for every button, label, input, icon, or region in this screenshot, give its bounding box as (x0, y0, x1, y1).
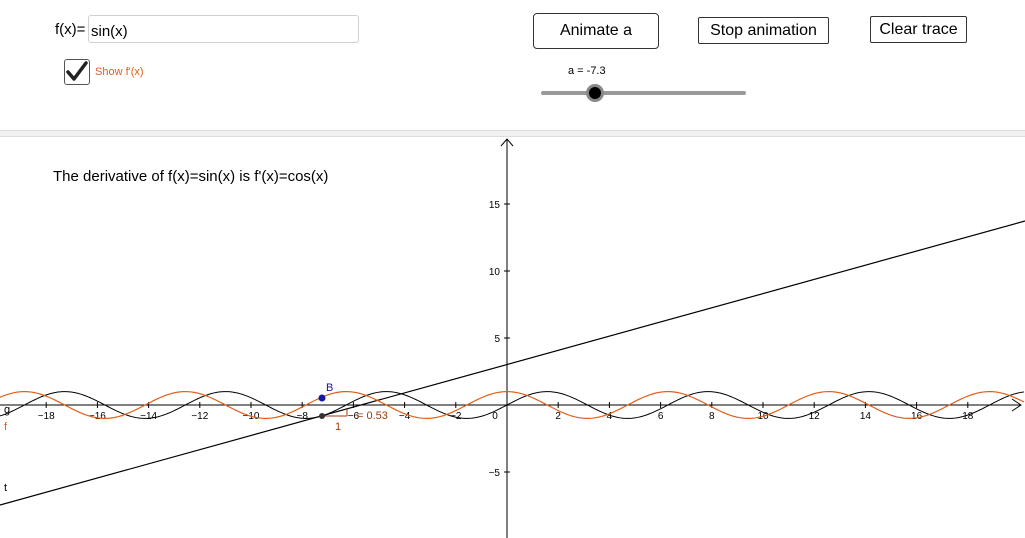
slider-a-track[interactable] (541, 91, 746, 95)
curve-label-f: f (4, 421, 8, 433)
y-axis-ticks: 15 10 5 −5 (489, 200, 510, 479)
clear-trace-button[interactable]: Clear trace (870, 16, 967, 43)
graph-caption: The derivative of f(x)=sin(x) is f'(x)=c… (53, 168, 328, 185)
x-tick-label: 16 (911, 411, 923, 422)
slope-value-label: = 0.53 (357, 410, 388, 422)
function-input-label: f(x)= (55, 21, 86, 38)
x-axis (0, 398, 1022, 412)
derivative-g-curve (0, 390, 1025, 420)
y-tick-label: 15 (489, 200, 501, 211)
point-b[interactable] (318, 394, 326, 402)
panel-divider (0, 130, 1025, 137)
y-tick-label: 5 (494, 334, 500, 345)
point-b-label: B (326, 382, 333, 394)
slope-run-label: 1 (335, 421, 341, 433)
x-tick-label: −12 (191, 411, 208, 422)
tangent-line (0, 220, 1025, 506)
x-tick-label: 2 (555, 411, 561, 422)
show-derivative-label[interactable]: Show f'(x) (95, 66, 144, 78)
x-tick-label: 14 (860, 411, 872, 422)
curve-label-t: t (4, 482, 7, 494)
x-tick-label: −16 (89, 411, 106, 422)
checkmark-icon (66, 61, 88, 81)
x-tick-label: −4 (399, 411, 411, 422)
stop-animation-button[interactable]: Stop animation (698, 17, 829, 44)
function-input[interactable] (88, 15, 359, 43)
slider-a-label: a = -7.3 (568, 65, 606, 77)
x-tick-label: 12 (809, 411, 821, 422)
graphics-view[interactable]: −18 −16 −14 −12 −10 −8 −6 −4 −2 0 2 4 6 8 10 12 14 16 18 1… (0, 137, 1025, 538)
y-tick-label: 10 (489, 267, 501, 278)
animate-a-button[interactable]: Animate a (533, 13, 659, 49)
x-tick-label: −6 (348, 411, 360, 422)
x-tick-label: 6 (658, 411, 664, 422)
point-on-derivative[interactable] (319, 413, 325, 419)
x-tick-label: 8 (709, 411, 715, 422)
slope-triangle (322, 409, 348, 417)
curve-label-g: g (4, 404, 10, 416)
x-tick-label: 4 (607, 411, 613, 422)
x-tick-label: −14 (140, 411, 157, 422)
slider-a-thumb[interactable] (586, 84, 604, 102)
x-tick-label: 18 (962, 411, 974, 422)
x-tick-label: 0 (492, 411, 498, 422)
function-f-curve (0, 391, 1025, 419)
x-tick-label: −2 (450, 411, 462, 422)
show-derivative-checkbox[interactable] (64, 59, 90, 85)
x-tick-label: −18 (38, 411, 55, 422)
x-tick-label: −8 (296, 411, 308, 422)
toolbar-area: f(x)= Show f'(x) Animate a Stop animatio… (0, 0, 1025, 130)
y-tick-label: −5 (489, 468, 501, 479)
